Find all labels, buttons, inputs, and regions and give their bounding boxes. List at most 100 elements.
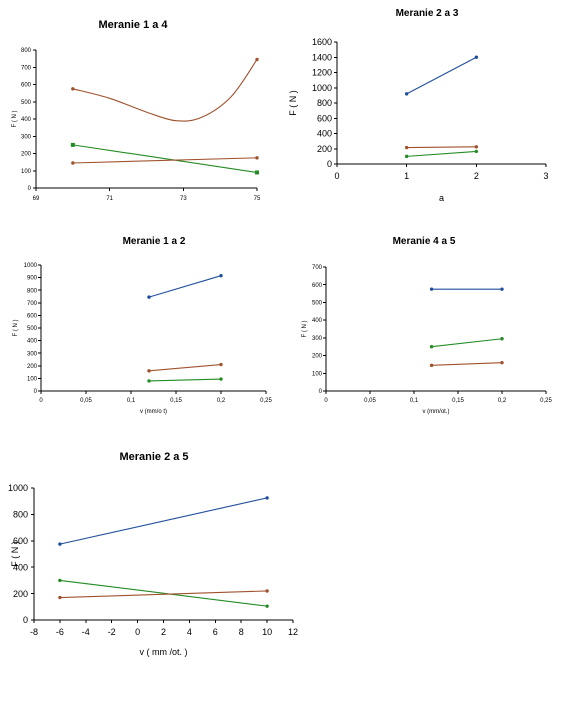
x-axis-label: v (mm/o t) <box>140 409 167 415</box>
series-3-point <box>265 589 269 593</box>
x-axis-label: v (mm/ot.) <box>423 409 450 415</box>
series-2-point <box>70 142 75 147</box>
series-2-point <box>147 369 151 373</box>
y-tick-label: 400 <box>13 562 28 572</box>
y-tick-label: 100 <box>27 377 38 383</box>
x-tick-label: 0,15 <box>452 398 464 404</box>
y-tick-label: 800 <box>13 510 28 520</box>
y-tick-label: 800 <box>317 98 332 108</box>
y-tick-label: 100 <box>312 371 323 377</box>
x-tick-label: -4 <box>82 627 90 637</box>
x-tick-label: -8 <box>30 627 38 637</box>
x-tick-label: 2 <box>161 627 166 637</box>
series-2-line <box>431 338 503 348</box>
y-tick-label: 100 <box>21 169 32 175</box>
x-tick-label: 0,15 <box>170 398 182 404</box>
y-tick-label: 600 <box>13 536 28 546</box>
y-tick-label: 600 <box>27 314 38 320</box>
x-tick-label: 0,2 <box>217 398 226 404</box>
series-3-point <box>429 363 434 368</box>
y-axis-label: F ( N ) <box>12 111 18 128</box>
series-2-point <box>500 337 504 341</box>
x-tick-label: 0,25 <box>260 398 272 404</box>
x-tick-label: 12 <box>288 627 298 637</box>
series-1-line <box>148 275 222 298</box>
series-1-point <box>404 92 409 96</box>
x-tick-label: 6 <box>213 627 218 637</box>
y-tick-label: 0 <box>28 186 32 192</box>
x-tick-label: 1 <box>404 171 409 181</box>
x-axis-label: a <box>439 193 444 203</box>
series-1-point <box>474 55 479 59</box>
y-tick-label: 300 <box>27 351 38 357</box>
y-tick-label: 200 <box>13 589 28 599</box>
x-tick-label: 0,2 <box>498 398 507 404</box>
y-tick-label: 500 <box>21 100 32 106</box>
chart-4: Meranie 4 a 5 0 100 200 300 400 500 600 700 0 0,05… <box>302 236 552 415</box>
chart-5: Meranie 2 a 5 0 200 400 600 800 1000 -8 -6 -4 -2 0 2… <box>8 451 298 657</box>
x-tick-label: 0 <box>324 398 328 404</box>
y-axis-label: F ( N ) <box>10 541 20 567</box>
y-tick-label: 1000 <box>312 83 332 93</box>
y-tick-label: 0 <box>34 389 38 395</box>
y-tick-label: 400 <box>317 129 332 139</box>
series-2-point <box>58 578 62 583</box>
y-tick-label: 800 <box>27 288 38 294</box>
y-tick-label: 0 <box>319 389 323 395</box>
series-3-line <box>72 157 258 164</box>
series-1-point <box>219 274 223 278</box>
y-tick-label: 200 <box>27 364 38 370</box>
x-tick-label: 75 <box>254 196 261 202</box>
series-3-line <box>406 150 477 157</box>
y-axis-label: F ( N ) <box>302 321 308 338</box>
chart-title: Meranie 2 a 3 <box>396 8 459 19</box>
y-tick-label: 600 <box>21 83 32 89</box>
x-tick-label: 0,1 <box>410 398 419 404</box>
x-tick-label: 69 <box>33 196 40 202</box>
chart-title: Meranie 2 a 5 <box>119 451 188 463</box>
y-axis-label: F ( N ) <box>288 90 298 116</box>
y-tick-label: 800 <box>21 48 32 54</box>
y-tick-label: 400 <box>312 318 323 324</box>
series-3-point <box>404 154 409 159</box>
x-tick-label: 8 <box>239 627 244 637</box>
y-tick-label: 700 <box>312 265 323 271</box>
x-tick-label: 10 <box>262 627 272 637</box>
series-3-point <box>71 161 75 165</box>
series-3-point <box>219 377 223 381</box>
x-tick-label: 0,25 <box>540 398 552 404</box>
x-tick-label: 0,05 <box>80 398 92 404</box>
series-3-line <box>431 362 503 366</box>
chart-2: Meranie 2 a 3 0 200 400 600 800 1000 1200 1400 16… <box>288 8 549 203</box>
y-tick-label: 500 <box>27 326 38 332</box>
y-tick-label: 1400 <box>312 52 332 62</box>
x-tick-label: 71 <box>106 196 113 202</box>
series-3-point <box>147 379 151 383</box>
series-1-line <box>72 59 258 122</box>
y-tick-label: 0 <box>327 159 332 169</box>
x-tick-label: 0 <box>334 171 339 181</box>
y-tick-label: 300 <box>312 336 323 342</box>
y-tick-label: 1000 <box>8 483 28 493</box>
series-3-line <box>148 378 222 382</box>
y-tick-label: 1200 <box>312 68 332 78</box>
series-2-point <box>404 145 409 150</box>
x-axis-label: v ( mm /ot. ) <box>140 647 188 657</box>
y-tick-label: 700 <box>21 65 32 71</box>
series-2-line <box>406 146 477 149</box>
series-1-line <box>59 497 268 545</box>
series-1-point <box>71 87 75 91</box>
x-tick-label: -2 <box>108 627 116 637</box>
y-tick-label: 900 <box>27 276 38 282</box>
series-2-point <box>265 604 269 608</box>
series-1-point <box>500 287 504 291</box>
y-tick-label: 500 <box>312 301 323 307</box>
series-1-point <box>265 496 269 500</box>
chart-title: Meranie 4 a 5 <box>393 236 456 247</box>
y-tick-label: 1000 <box>24 263 38 269</box>
x-tick-label: 0,1 <box>127 398 136 404</box>
x-tick-label: 0 <box>135 627 140 637</box>
y-tick-label: 200 <box>21 152 32 158</box>
chart-title: Meranie 1 a 2 <box>123 236 186 247</box>
